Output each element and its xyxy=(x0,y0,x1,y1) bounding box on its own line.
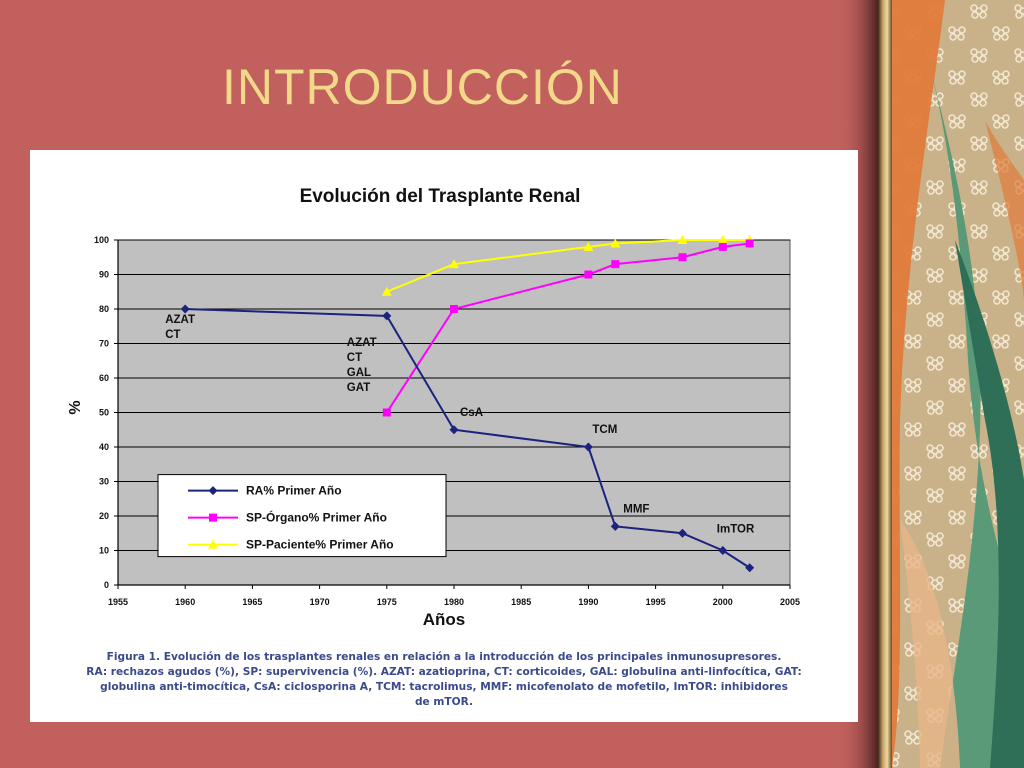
annotation-label: TCM xyxy=(592,424,617,436)
y-tick-label: 80 xyxy=(99,304,109,314)
data-point-triangle xyxy=(677,235,688,244)
data-point-square xyxy=(450,305,458,313)
annotation-label: CT xyxy=(347,352,362,364)
plot-area: 0 10 20 30 40 50 60 70 80 90 100 1955 1960 1965 1970 19… xyxy=(67,235,800,629)
data-point-triangle xyxy=(208,539,218,549)
annotation-label: GAT xyxy=(347,382,370,394)
y-tick-label: 10 xyxy=(99,546,109,556)
x-tick-label: 1975 xyxy=(377,597,397,607)
y-tick-label: 100 xyxy=(94,235,109,245)
y-tick-label: 20 xyxy=(99,511,109,521)
figure-panel: Evolución del Trasplante Renal 0 10 20 30 40… xyxy=(30,150,858,722)
data-point-triangle xyxy=(717,235,728,244)
annotation-label: GAL xyxy=(347,367,371,379)
data-point-diamond xyxy=(583,442,593,452)
chart-legend: RA% Primer Año SP-Órgano% Primer Año SP-Pa… xyxy=(157,474,447,558)
figure-caption: Figura 1. Evolución de los trasplantes r… xyxy=(30,650,858,710)
y-tick-label: 50 xyxy=(99,408,109,418)
annotation-label: MMF xyxy=(623,503,649,515)
data-point-diamond xyxy=(180,304,190,314)
x-tick-label: 1955 xyxy=(108,597,128,607)
data-point-square xyxy=(718,242,727,251)
legend-entry: SP-Órgano% Primer Año xyxy=(246,510,387,525)
data-point-diamond xyxy=(382,311,392,321)
y-tick-label: 40 xyxy=(99,442,109,452)
data-point-square xyxy=(382,408,391,417)
data-point-square xyxy=(678,253,687,262)
data-point-diamond xyxy=(208,486,218,496)
x-tick-label: 2000 xyxy=(713,597,733,607)
data-point-diamond xyxy=(449,425,459,435)
legend-box xyxy=(157,474,447,558)
caption-line: RA: rechazos agudos (%), SP: supervivenc… xyxy=(86,666,802,678)
annotation-label: ImTOR xyxy=(717,524,755,536)
data-point-square xyxy=(584,270,593,279)
y-tick-label: 70 xyxy=(99,339,109,349)
annotation-label: AZAT xyxy=(165,314,195,326)
y-tick-label: 60 xyxy=(99,373,109,383)
data-point-triangle xyxy=(381,286,392,296)
line-chart: Evolución del Trasplante Renal 0 10 20 30 40… xyxy=(67,186,800,629)
legend-entry: RA% Primer Año xyxy=(246,484,342,498)
data-point-square xyxy=(611,260,620,269)
x-tick-label: 1965 xyxy=(242,597,262,607)
caption-line: Figura 1. Evolución de los trasplantes r… xyxy=(106,651,782,663)
series-line xyxy=(185,308,751,569)
x-tick-label: 1970 xyxy=(310,597,330,607)
x-tick-label: 2005 xyxy=(780,597,800,607)
y-tick-label: 0 xyxy=(104,580,109,590)
annotation-label: AZAT xyxy=(347,337,377,349)
y-tick-label: 30 xyxy=(99,477,109,487)
x-tick-label: 1985 xyxy=(511,597,531,607)
annotation-label: CsA xyxy=(460,407,483,419)
y-axis-label: % xyxy=(67,400,84,414)
data-point-square xyxy=(745,239,754,248)
x-axis-label: Años xyxy=(423,610,466,629)
x-tick-label: 1990 xyxy=(578,597,598,607)
caption-line: de mTOR. xyxy=(414,696,474,708)
x-tick-label: 1995 xyxy=(646,597,666,607)
y-tick-label: 90 xyxy=(99,270,109,280)
data-point-square xyxy=(209,513,217,522)
chart-title: Evolución del Trasplante Renal xyxy=(300,186,581,207)
data-point-triangle xyxy=(583,241,594,251)
data-point-diamond xyxy=(745,563,755,573)
data-point-triangle xyxy=(449,259,459,269)
x-tick-label: 1960 xyxy=(175,597,195,607)
caption-line: globulina anti-timocítica, CsA: ciclospo… xyxy=(100,681,788,693)
annotation-label: CT xyxy=(165,329,180,341)
data-point-triangle xyxy=(610,238,621,248)
data-point-diamond xyxy=(718,546,728,555)
legend-entry: SP-Paciente% Primer Año xyxy=(246,538,394,552)
x-tick-label: 1980 xyxy=(444,597,464,607)
data-point-diamond xyxy=(610,521,620,531)
data-point-diamond xyxy=(677,528,687,538)
slide-title: INTRODUCCIÓN xyxy=(222,59,623,115)
